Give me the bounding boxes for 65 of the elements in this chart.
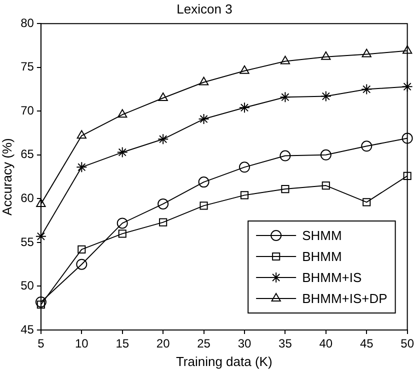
point [158, 92, 168, 102]
x-tick-label: 10 [74, 336, 89, 351]
point [402, 45, 412, 54]
x-axis-title: Training data (K) [176, 354, 272, 369]
x-tick-label: 40 [319, 336, 333, 351]
legend-label: BHMM+IS [302, 270, 362, 286]
point [361, 84, 372, 95]
y-tick-label: 45 [20, 322, 34, 336]
point [322, 182, 330, 190]
x-tick-label: 25 [197, 336, 211, 351]
point [321, 51, 331, 60]
point [402, 81, 413, 92]
point [280, 92, 291, 103]
x-tick-label: 20 [156, 336, 170, 351]
y-tick-label: 50 [20, 278, 34, 293]
point [238, 162, 250, 173]
point [320, 149, 332, 160]
point [361, 140, 372, 152]
chart-title: Lexicon 3 [176, 1, 232, 16]
point [403, 172, 412, 180]
point [118, 109, 128, 118]
point [36, 300, 45, 309]
y-tick-label: 75 [20, 60, 34, 74]
x-tick-label: 15 [116, 336, 130, 351]
y-tick-label: 60 [20, 191, 34, 205]
point [362, 48, 372, 58]
point [158, 198, 169, 210]
point [76, 162, 88, 173]
legend-label: BHMM+IS+DP [302, 291, 388, 306]
y-tick-label: 70 [20, 103, 34, 118]
point [362, 198, 371, 206]
point [198, 176, 210, 188]
point [200, 202, 208, 210]
y-tick-label: 55 [20, 234, 34, 249]
point [281, 185, 290, 194]
y-tick-label: 80 [20, 16, 34, 30]
point [116, 146, 128, 158]
point [159, 218, 168, 226]
point [76, 130, 86, 139]
x-tick-label: 5 [38, 336, 45, 351]
x-tick-label: 45 [360, 336, 374, 351]
point [238, 102, 250, 114]
point [36, 198, 46, 207]
point [320, 90, 332, 102]
legend-label: BHMM [302, 249, 342, 264]
point [280, 56, 290, 64]
point [198, 114, 210, 125]
x-tick-label: 35 [278, 336, 292, 351]
point [402, 132, 413, 144]
legend-label: SHMM [302, 228, 342, 244]
point [158, 134, 169, 145]
point [240, 191, 249, 200]
point [35, 296, 46, 308]
point [116, 218, 128, 229]
x-tick-label: 50 [400, 336, 414, 351]
point [35, 230, 46, 242]
point [198, 76, 209, 86]
y-tick-label: 65 [20, 147, 34, 162]
point [280, 150, 291, 162]
point [78, 245, 86, 254]
point [240, 65, 250, 74]
point [118, 230, 126, 238]
x-tick-label: 30 [238, 336, 252, 351]
y-axis-title: Accuracy (%) [0, 138, 14, 216]
point [76, 258, 88, 270]
